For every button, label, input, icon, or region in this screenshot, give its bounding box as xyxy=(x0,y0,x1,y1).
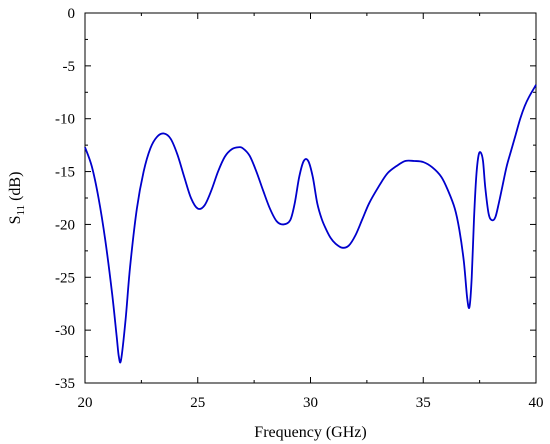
series-line-s11 xyxy=(84,84,537,364)
plot-border xyxy=(84,12,537,384)
y-axis-label-main: S xyxy=(7,216,24,225)
y-axis-label-unit: (dB) xyxy=(7,172,24,205)
x-tick-label: 35 xyxy=(416,395,431,411)
plot-frame xyxy=(84,12,537,384)
y-tick-label: 0 xyxy=(68,6,76,22)
y-axis-label: S11 (dB) xyxy=(7,172,27,225)
y-tick-label: -20 xyxy=(55,217,75,233)
y-tick-label: -30 xyxy=(55,323,75,339)
y-tick-label: -10 xyxy=(55,112,75,128)
x-tick-label: 30 xyxy=(303,395,318,411)
tick-labels: 20 25 30 35 40 0 -5 -10 -15 -20 -25 -30 -35 xyxy=(55,6,544,411)
y-tick-label: -5 xyxy=(63,59,76,75)
y-tick-label: -15 xyxy=(55,165,75,181)
x-tick-label: 40 xyxy=(529,395,544,411)
y-tick-label: -35 xyxy=(55,376,75,392)
x-tick-label: 20 xyxy=(78,395,93,411)
axis-ticks xyxy=(84,12,537,384)
y-tick-label: -25 xyxy=(55,270,75,286)
y-axis-label-sub: 11 xyxy=(15,205,27,216)
x-tick-label: 25 xyxy=(190,395,205,411)
x-axis-label: Frequency (GHz) xyxy=(254,424,366,441)
